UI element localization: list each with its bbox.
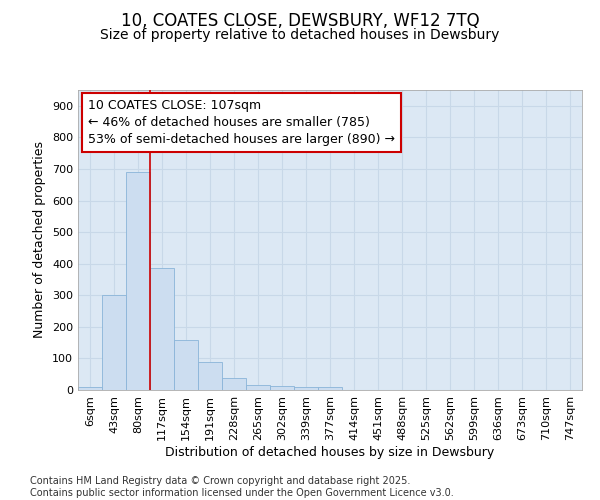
Bar	[198, 362, 222, 390]
Bar	[102, 296, 126, 390]
Bar	[78, 388, 102, 390]
Bar	[318, 387, 342, 390]
Bar	[174, 340, 198, 390]
Bar	[222, 378, 246, 390]
Bar	[270, 386, 294, 390]
Text: Contains HM Land Registry data © Crown copyright and database right 2025.
Contai: Contains HM Land Registry data © Crown c…	[30, 476, 454, 498]
Text: 10, COATES CLOSE, DEWSBURY, WF12 7TQ: 10, COATES CLOSE, DEWSBURY, WF12 7TQ	[121, 12, 479, 30]
Y-axis label: Number of detached properties: Number of detached properties	[34, 142, 46, 338]
Text: 10 COATES CLOSE: 107sqm
← 46% of detached houses are smaller (785)
53% of semi-d: 10 COATES CLOSE: 107sqm ← 46% of detache…	[88, 99, 395, 146]
Bar	[126, 172, 150, 390]
Text: Size of property relative to detached houses in Dewsbury: Size of property relative to detached ho…	[100, 28, 500, 42]
X-axis label: Distribution of detached houses by size in Dewsbury: Distribution of detached houses by size …	[166, 446, 494, 458]
Bar	[294, 387, 318, 390]
Bar	[246, 386, 270, 390]
Bar	[150, 268, 174, 390]
